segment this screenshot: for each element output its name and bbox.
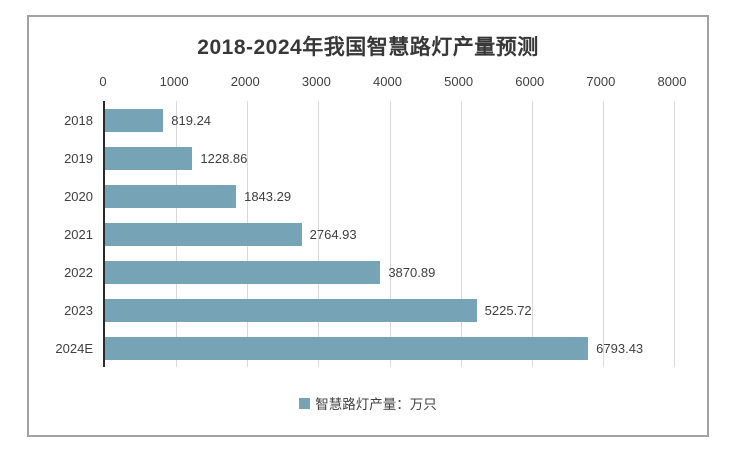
legend: 智慧路灯产量：万只: [29, 393, 707, 413]
category-label: 2021: [64, 226, 93, 242]
x-tick-label: 5000: [444, 74, 474, 89]
bar-row: 2022 3870.89: [64, 253, 674, 291]
plot-area: 2018 819.24 2019 1228.86 2020 1843.29 2021 2764…: [55, 101, 675, 367]
bar[interactable]: [105, 336, 589, 360]
bar-row: 2020 1843.29: [64, 177, 674, 215]
x-tick-label: 1000: [159, 74, 189, 89]
bar[interactable]: [105, 298, 477, 322]
bar[interactable]: [105, 184, 237, 208]
gridline: [674, 101, 675, 367]
gridline: [318, 101, 320, 367]
bar-row: 2024E 6793.43: [55, 329, 674, 367]
bar-row: 2021 2764.93: [64, 215, 674, 253]
legend-marker-icon: [299, 397, 311, 409]
value-label: 3870.89: [388, 264, 436, 280]
gridline: [531, 101, 533, 367]
bar[interactable]: [105, 146, 193, 170]
bar[interactable]: [105, 222, 302, 246]
value-label: 819.24: [171, 112, 212, 128]
chart-frame: 2018-2024年我国智慧路灯产量预测 0 1000 2000 3000 4000 50…: [27, 15, 709, 437]
bar-row: 2018 819.24: [64, 101, 674, 139]
category-label: 2023: [64, 302, 93, 318]
bar[interactable]: [105, 108, 164, 132]
gridline: [389, 101, 391, 367]
x-tick-label: 2000: [230, 74, 260, 89]
x-tick-label: 7000: [586, 74, 616, 89]
category-label: 2018: [64, 112, 93, 128]
gridline: [602, 101, 604, 367]
bar-row: 2019 1228.86: [64, 139, 674, 177]
x-tick-label: 3000: [301, 74, 331, 89]
bar-row: 2023 5225.72: [64, 291, 674, 329]
x-tick-label: 8000: [657, 74, 687, 89]
category-label: 2019: [64, 150, 93, 166]
value-label: 5225.72: [484, 302, 532, 318]
value-label: 2764.93: [309, 226, 357, 242]
bar[interactable]: [105, 260, 381, 284]
x-tick-label: 6000: [515, 74, 545, 89]
gridline: [460, 101, 462, 367]
value-label: 1843.29: [244, 188, 292, 204]
value-label: 1228.86: [200, 150, 248, 166]
category-label: 2022: [64, 264, 93, 280]
x-tick-label: 4000: [373, 74, 402, 89]
category-label: 2020: [64, 188, 93, 204]
category-label: 2024E: [55, 340, 93, 356]
x-axis-tick-row: 0 1000 2000 3000 4000 5000 6000 7000 8000: [99, 74, 686, 94]
x-tick-label: 0: [99, 74, 107, 89]
legend-label: 智慧路灯产量：万只: [315, 397, 437, 412]
chart-title: 2018-2024年我国智慧路灯产量预测: [197, 36, 539, 59]
value-label: 6793.43: [596, 340, 644, 356]
